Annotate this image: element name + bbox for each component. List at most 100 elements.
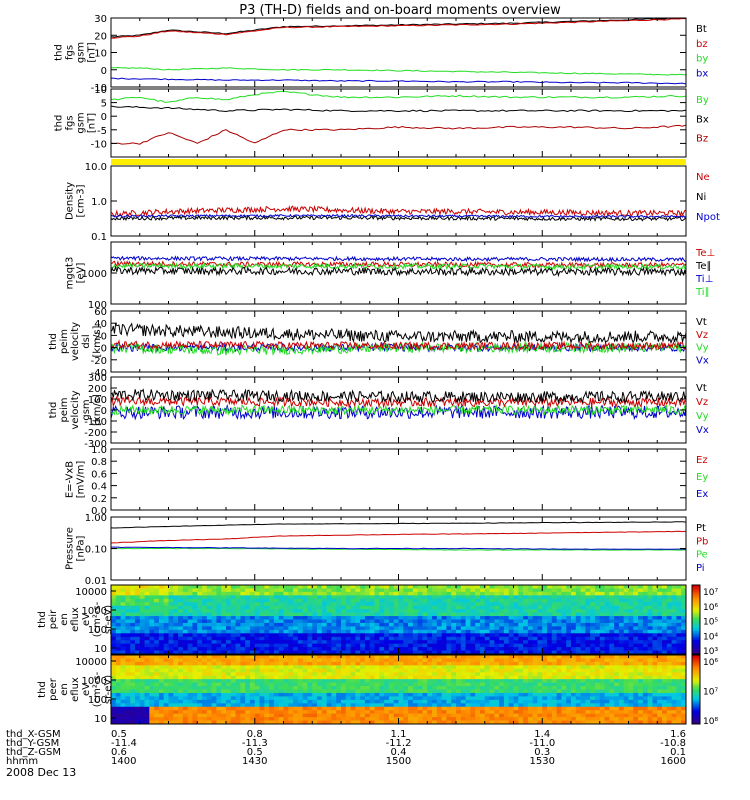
heatmap-cell xyxy=(499,633,505,638)
heatmap-cell xyxy=(618,640,625,645)
heatmap-cell xyxy=(111,622,117,627)
heatmap-cell xyxy=(456,720,462,725)
heatmap-cell xyxy=(302,668,308,673)
heatmap-cell xyxy=(532,616,538,620)
heatmap-cell xyxy=(158,692,165,697)
heatmap-cell xyxy=(475,619,481,624)
heatmap-cell xyxy=(130,650,136,655)
heatmap-cell xyxy=(226,602,232,607)
heatmap-cell xyxy=(575,640,581,645)
heatmap-cell xyxy=(408,619,414,624)
heatmap-cell xyxy=(317,703,323,708)
heatmap-cell xyxy=(312,588,318,593)
heatmap-cell xyxy=(657,605,663,610)
heatmap-cell xyxy=(456,717,462,721)
heatmap-cell xyxy=(288,616,294,620)
heatmap-cell xyxy=(216,636,222,641)
heatmap-cell xyxy=(173,650,179,655)
heatmap-cell xyxy=(427,661,433,666)
heatmap-cell xyxy=(436,602,443,607)
heatmap-cell xyxy=(245,717,251,721)
heatmap-cell xyxy=(537,647,543,651)
heatmap-cell xyxy=(273,692,280,697)
heatmap-cell xyxy=(427,668,433,673)
heatmap-cell xyxy=(465,720,471,725)
heatmap-cell xyxy=(657,626,663,631)
heatmap-cell xyxy=(465,633,471,638)
heatmap-cell xyxy=(216,710,222,715)
heatmap-cell xyxy=(494,706,500,711)
heatmap-cell xyxy=(336,591,342,596)
heatmap-cell xyxy=(666,626,673,631)
heatmap-cell xyxy=(403,619,409,624)
heatmap-cell xyxy=(427,591,433,596)
heatmap-cell xyxy=(547,710,553,715)
heatmap-cell xyxy=(317,692,323,697)
heatmap-cell xyxy=(537,622,543,627)
heatmap-cell xyxy=(187,720,193,725)
heatmap-cell xyxy=(134,622,141,627)
heatmap-cell xyxy=(302,588,308,593)
heatmap-cell xyxy=(341,650,347,655)
heatmap-cell xyxy=(158,609,165,613)
heatmap-cell xyxy=(633,605,639,610)
heatmap-cell xyxy=(154,647,160,651)
heatmap-cell xyxy=(676,622,682,627)
heatmap-cell xyxy=(202,647,208,651)
heatmap-cell xyxy=(513,598,519,603)
heatmap-cell xyxy=(187,713,193,718)
heatmap-cell xyxy=(360,629,366,634)
panel-frame xyxy=(110,17,687,88)
heatmap-cell xyxy=(350,699,356,704)
heatmap-cell xyxy=(168,713,174,718)
heatmap-cell xyxy=(245,647,251,651)
heatmap-cell xyxy=(168,609,174,613)
heatmap-cell xyxy=(417,643,423,648)
heatmap-cell xyxy=(144,668,150,673)
heatmap-cell xyxy=(475,696,481,701)
heatmap-cell xyxy=(561,665,567,670)
heatmap-cell xyxy=(532,703,538,708)
legend-by: By xyxy=(696,95,709,106)
heatmap-cell xyxy=(523,696,529,701)
heatmap-cell xyxy=(226,679,232,683)
heatmap-cell xyxy=(115,668,121,673)
heatmap-cell xyxy=(652,640,658,645)
heatmap-cell xyxy=(360,675,366,680)
heatmap-cell xyxy=(379,703,385,708)
heatmap-cell xyxy=(288,622,294,627)
heatmap-cell xyxy=(321,658,328,663)
heatmap-cell xyxy=(111,626,117,631)
heatmap-cell xyxy=(642,609,649,613)
heatmap-cell xyxy=(134,588,141,593)
heatmap-cell xyxy=(115,672,121,677)
heatmap-cell xyxy=(297,591,304,596)
heatmap-cell xyxy=(254,675,260,680)
heatmap-cell xyxy=(111,655,117,659)
heatmap-cell xyxy=(350,675,356,680)
heatmap-cell xyxy=(460,665,466,670)
heatmap-cell xyxy=(628,647,634,651)
heatmap-cell xyxy=(125,598,131,603)
heatmap-cell xyxy=(134,643,141,648)
heatmap-cell xyxy=(518,616,524,620)
heatmap-cell xyxy=(652,622,658,627)
heatmap-cell xyxy=(278,665,284,670)
heatmap-cell xyxy=(551,626,558,631)
heatmap-cell xyxy=(317,626,323,631)
heatmap-cell xyxy=(427,699,433,704)
heatmap-cell xyxy=(158,643,165,648)
heatmap-cell xyxy=(312,602,318,607)
heatmap-cell xyxy=(336,622,342,627)
heatmap-cell xyxy=(384,689,390,694)
heatmap-cell xyxy=(216,675,222,680)
heatmap-cell xyxy=(503,612,510,617)
colorbar-cell xyxy=(692,651,700,655)
heatmap-cell xyxy=(494,717,500,721)
heatmap-cell xyxy=(379,682,385,687)
heatmap-cell xyxy=(350,665,356,670)
heatmap-cell xyxy=(269,622,275,627)
heatmap-cell xyxy=(561,605,567,610)
heatmap-cell xyxy=(259,692,265,697)
